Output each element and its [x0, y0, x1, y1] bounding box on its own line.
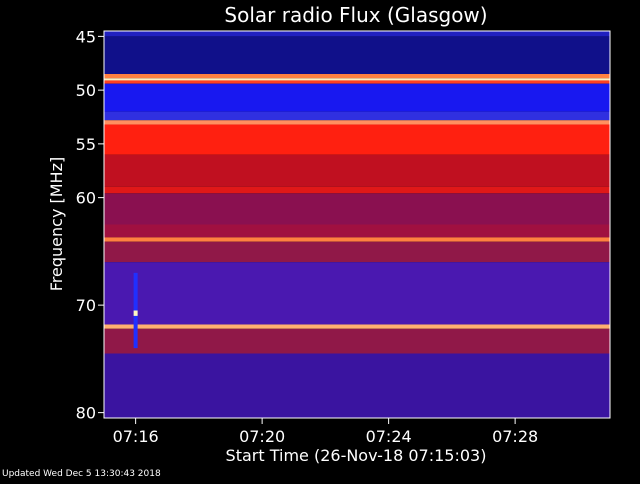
frequency-band — [104, 83, 610, 112]
frequency-band — [104, 36, 610, 74]
y-tick-label: 55 — [76, 135, 96, 154]
x-tick-label: 07:24 — [366, 427, 412, 446]
frequency-band — [104, 111, 610, 121]
frequency-band — [104, 120, 610, 125]
y-tick-label: 50 — [76, 81, 96, 100]
frequency-band — [104, 78, 610, 81]
x-axis: 07:16 07:20 07:24 07:28 — [113, 418, 538, 446]
frequency-band — [104, 328, 610, 354]
frequency-band — [104, 324, 610, 329]
chart-title: Solar radio Flux (Glasgow) — [224, 3, 487, 27]
frequency-band — [104, 80, 610, 84]
frequency-band — [104, 124, 610, 155]
frequency-band — [104, 224, 610, 238]
frequency-band — [104, 353, 610, 418]
y-tick-label: 60 — [76, 189, 96, 208]
frequency-band — [104, 154, 610, 187]
frequency-band — [104, 31, 610, 37]
x-axis-label: Start Time (26-Nov-18 07:15:03) — [226, 446, 487, 465]
burst-event — [133, 310, 138, 316]
y-axis-label: Frequency [MHz] — [47, 157, 66, 291]
y-tick-label: 70 — [76, 296, 96, 315]
plot-frame — [103, 30, 611, 419]
x-tick-label: 07:28 — [492, 427, 538, 446]
updated-timestamp: Updated Wed Dec 5 13:30:43 2018 — [2, 469, 161, 479]
x-tick-label: 07:20 — [239, 427, 285, 446]
frequency-band — [104, 241, 610, 263]
x-tick-label: 07:16 — [113, 427, 159, 446]
frequency-band — [104, 193, 610, 225]
frequency-band — [104, 186, 610, 194]
plot-area — [103, 30, 611, 419]
frequency-band — [104, 74, 610, 79]
frequency-band — [104, 237, 610, 242]
y-axis: 45 50 55 60 70 80 — [76, 27, 104, 423]
frequency-band — [104, 262, 610, 325]
y-tick-label: 80 — [76, 404, 96, 423]
y-tick-label: 45 — [76, 27, 96, 46]
